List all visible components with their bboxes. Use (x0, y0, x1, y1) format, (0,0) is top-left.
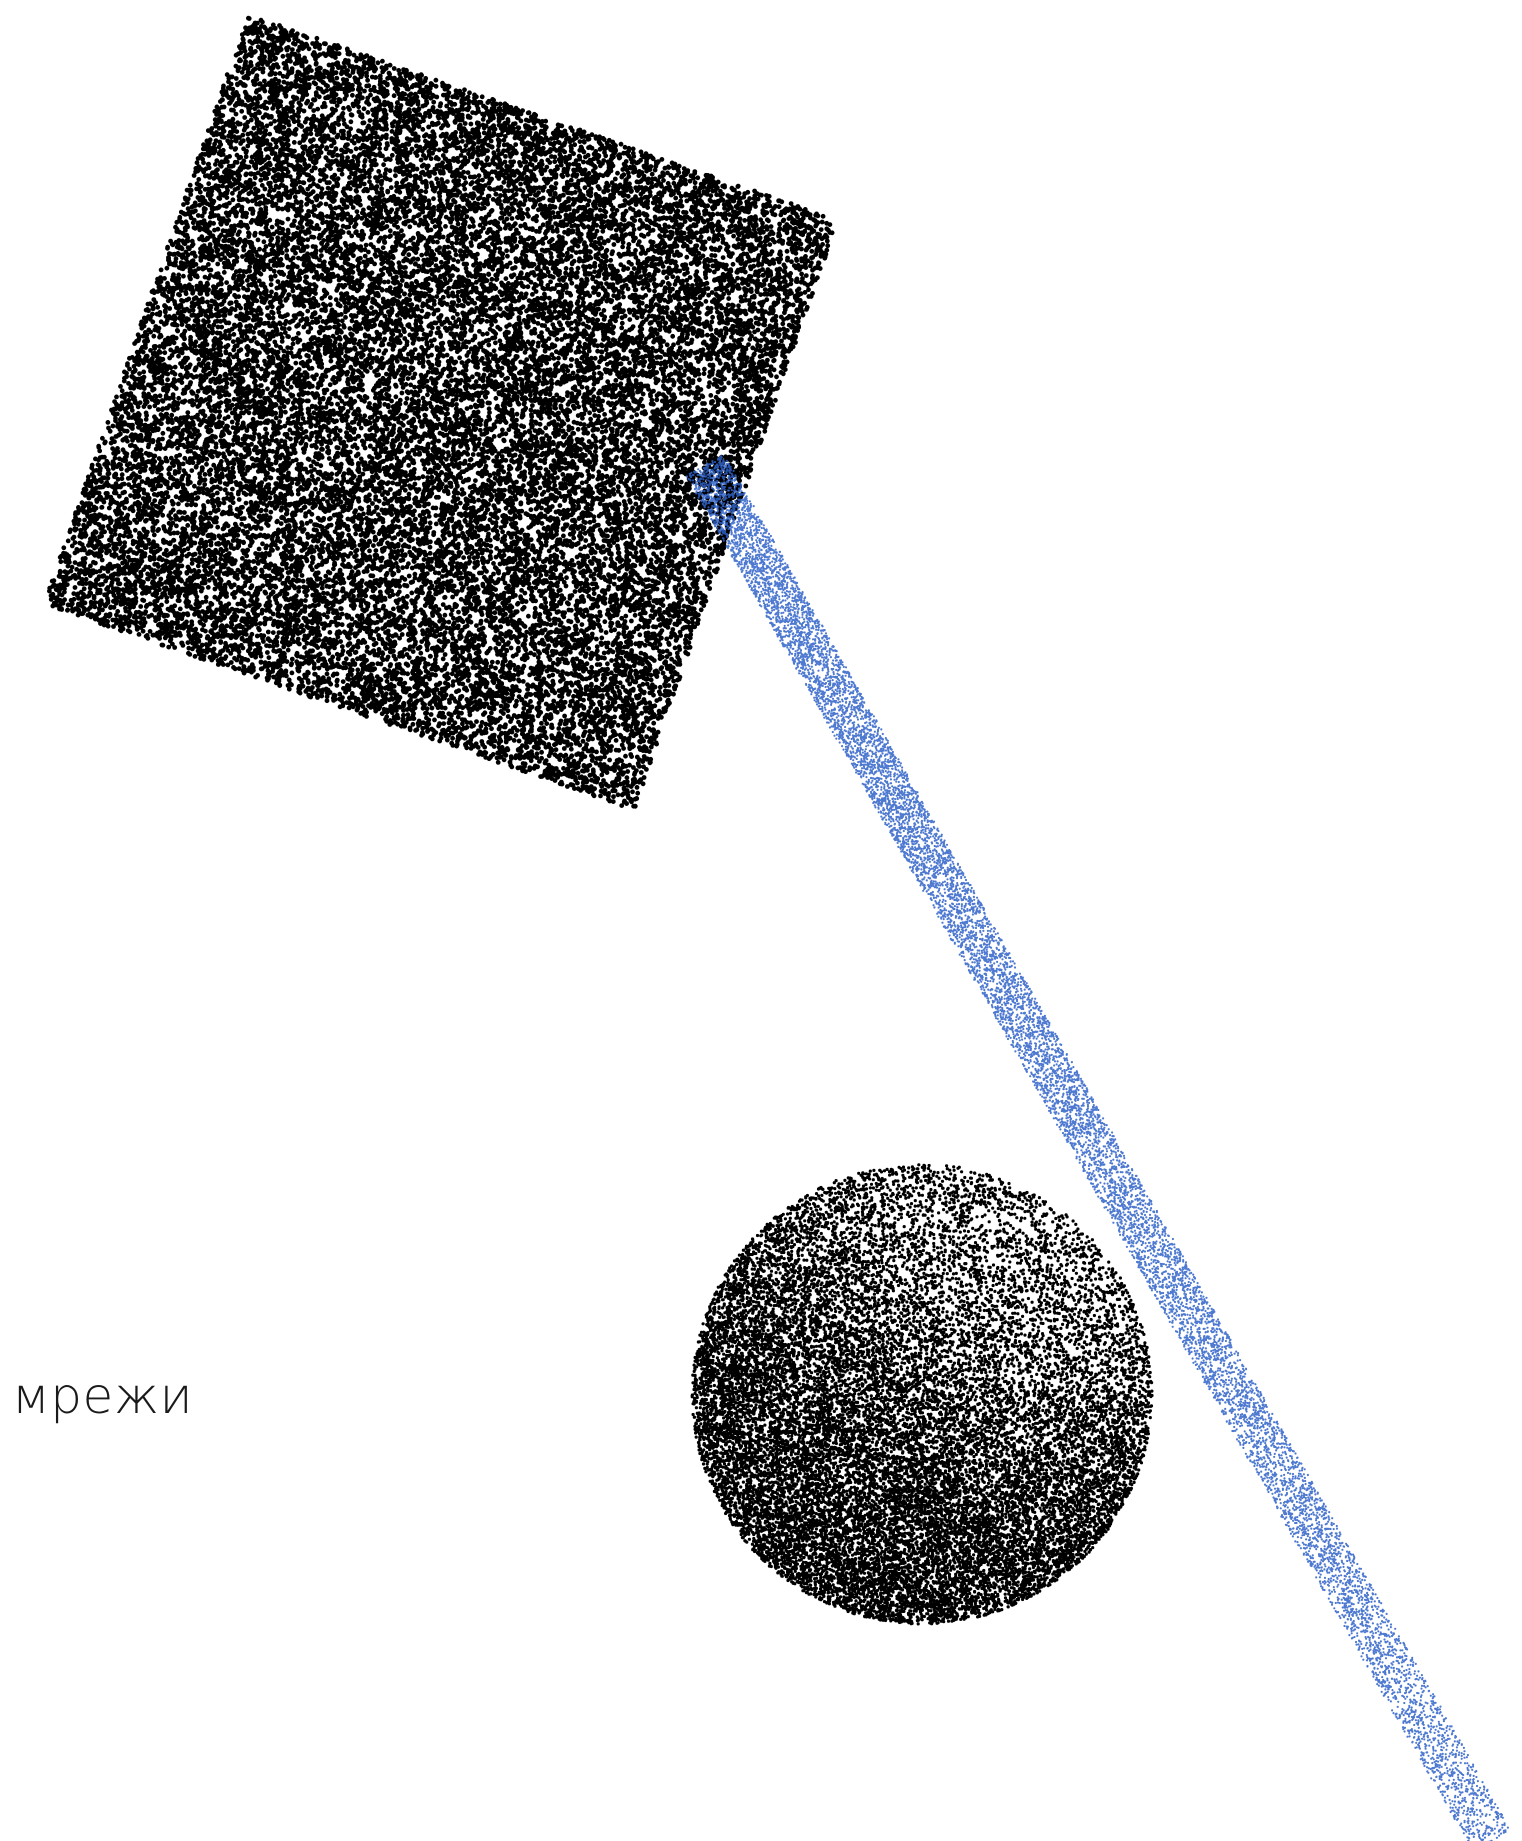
stippled-beam (685, 454, 1509, 1841)
stippled-square (47, 15, 835, 809)
stippled-sphere (690, 1163, 1154, 1626)
caption-text: мрежи (12, 1367, 194, 1425)
